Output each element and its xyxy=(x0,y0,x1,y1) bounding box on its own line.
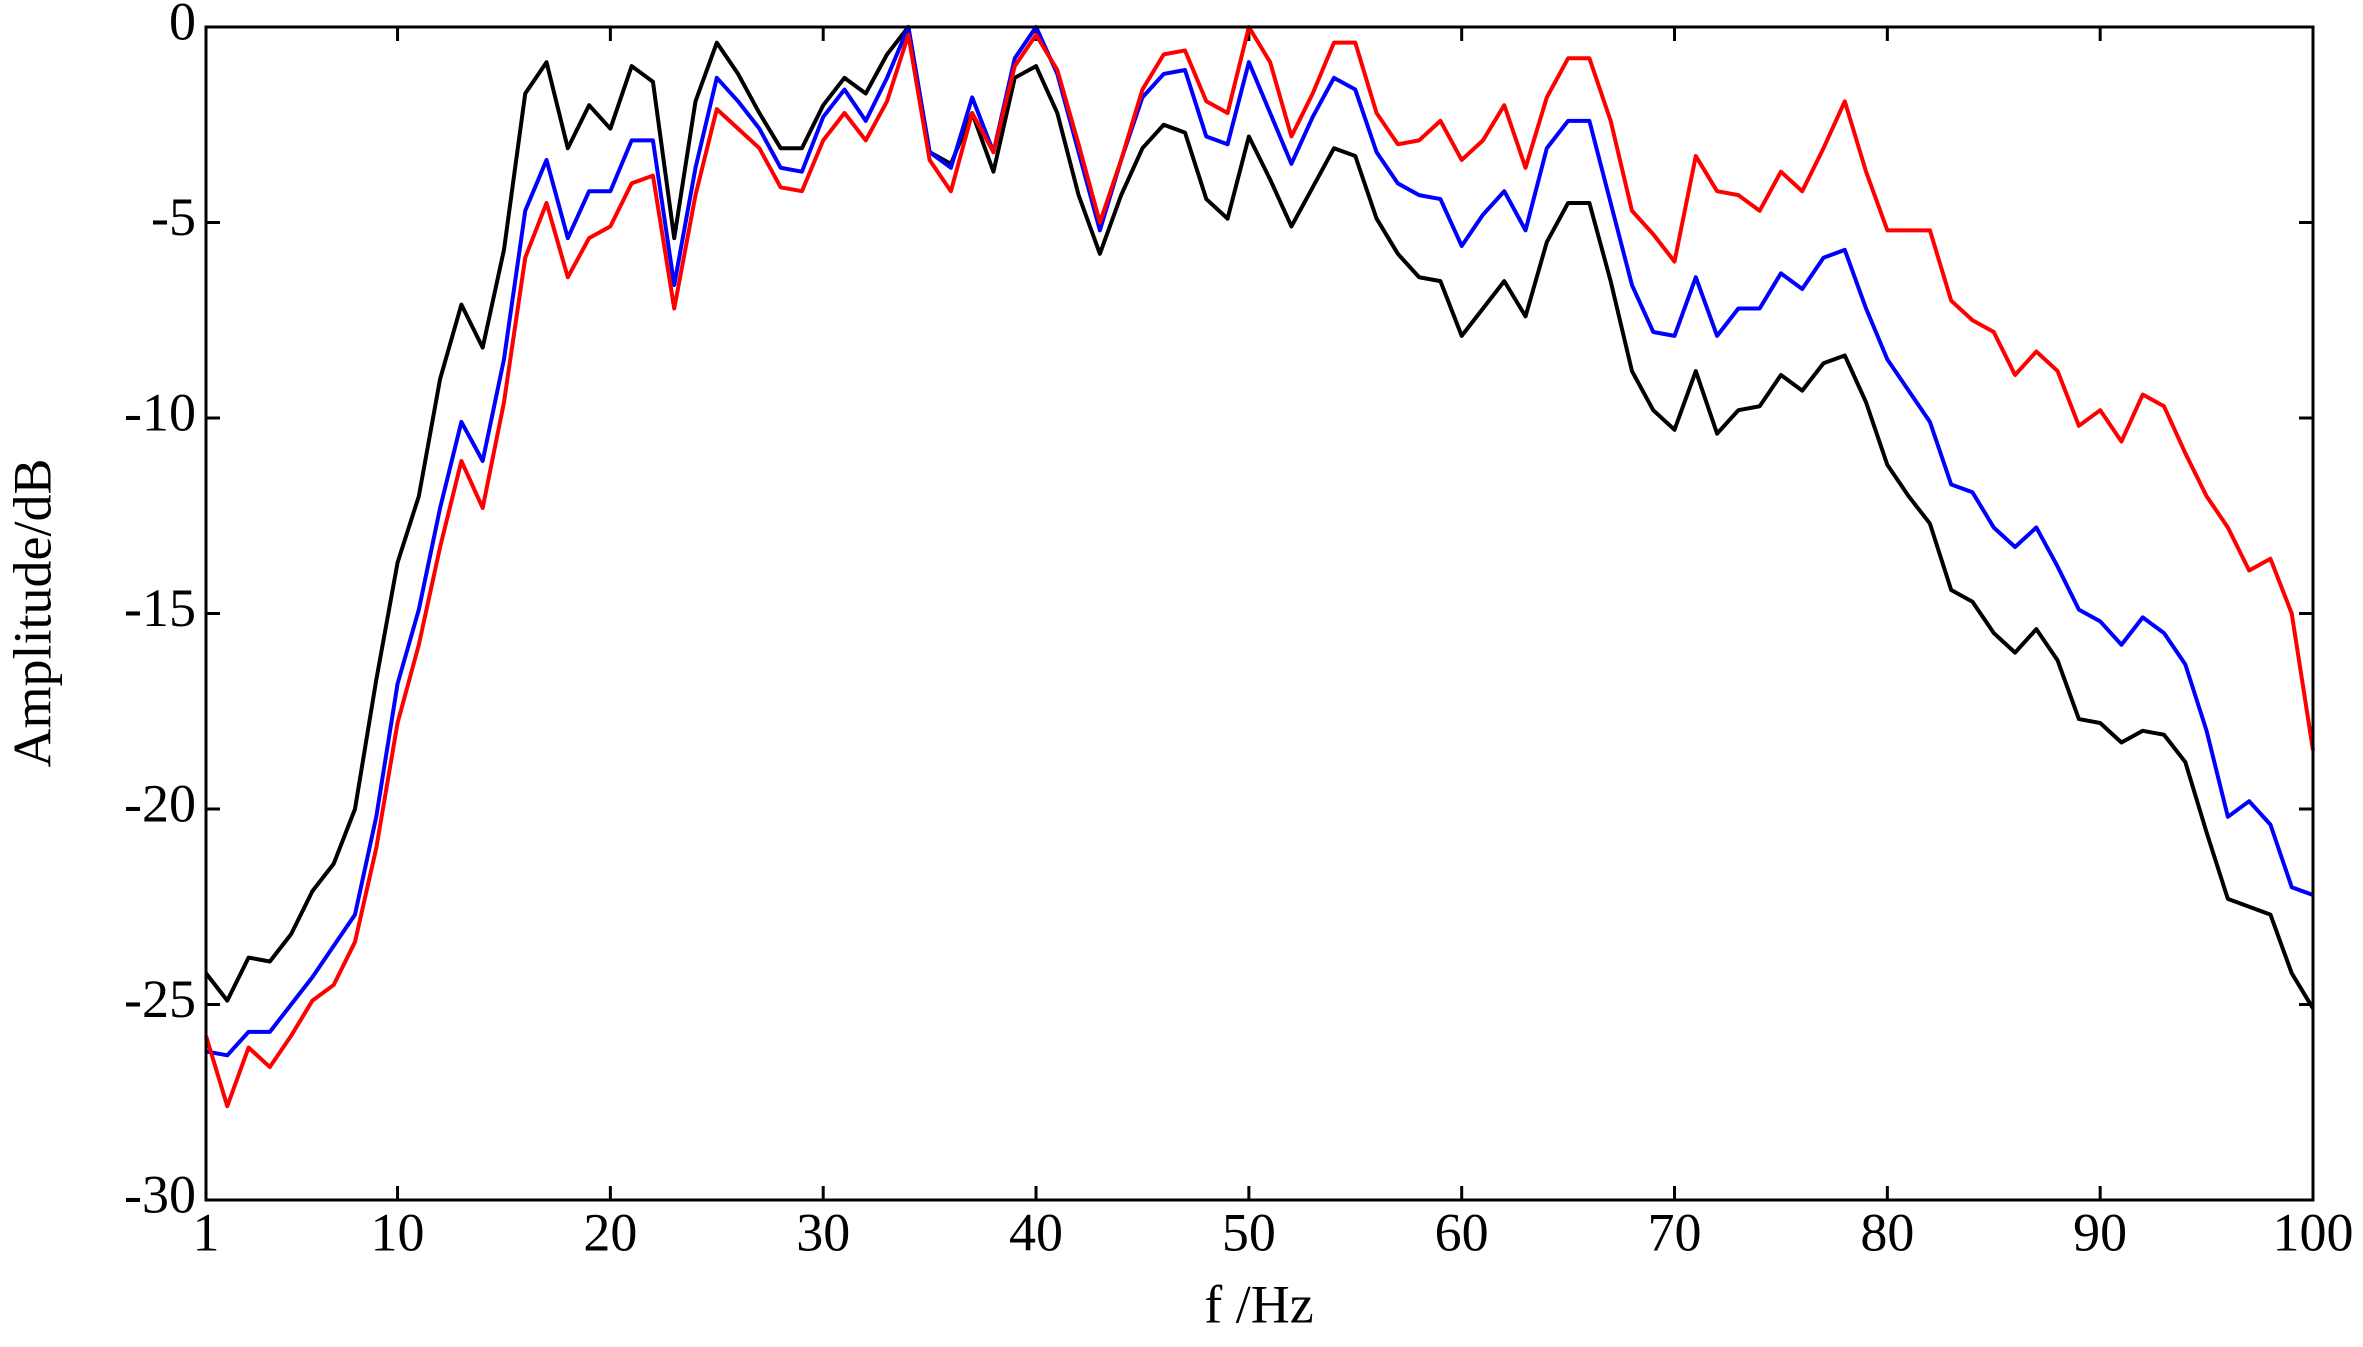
x-axis-label: f /Hz xyxy=(1204,1274,1313,1334)
x-tick-label: 80 xyxy=(1860,1202,1914,1262)
data-line xyxy=(205,25,2314,1058)
y-tick-label: -20 xyxy=(124,773,196,833)
data-line xyxy=(204,25,2315,1010)
y-tick-label: 0 xyxy=(169,0,196,51)
y-tick-label: -30 xyxy=(124,1164,196,1224)
x-tick-label: 40 xyxy=(1009,1202,1063,1262)
plot-frame xyxy=(204,25,2315,1202)
x-tick-label: 60 xyxy=(1435,1202,1489,1262)
x-tick-label: 90 xyxy=(2073,1202,2127,1262)
x-tick-label: 10 xyxy=(371,1202,425,1262)
y-tick-label: -15 xyxy=(124,578,196,638)
x-tick-label: 20 xyxy=(583,1202,637,1262)
x-tick-label: 30 xyxy=(796,1202,850,1262)
y-axis-label: Amplitude/dB xyxy=(2,459,62,768)
x-tick-label: 1 xyxy=(193,1202,220,1262)
x-tick-label: 70 xyxy=(1648,1202,1702,1262)
y-tick-label: -25 xyxy=(124,969,196,1029)
y-tick-label: -10 xyxy=(124,382,196,442)
x-tick-label: 100 xyxy=(2273,1202,2354,1262)
y-tick-label: -5 xyxy=(151,187,196,247)
x-tick-label: 50 xyxy=(1222,1202,1276,1262)
data-line xyxy=(204,25,2315,1109)
